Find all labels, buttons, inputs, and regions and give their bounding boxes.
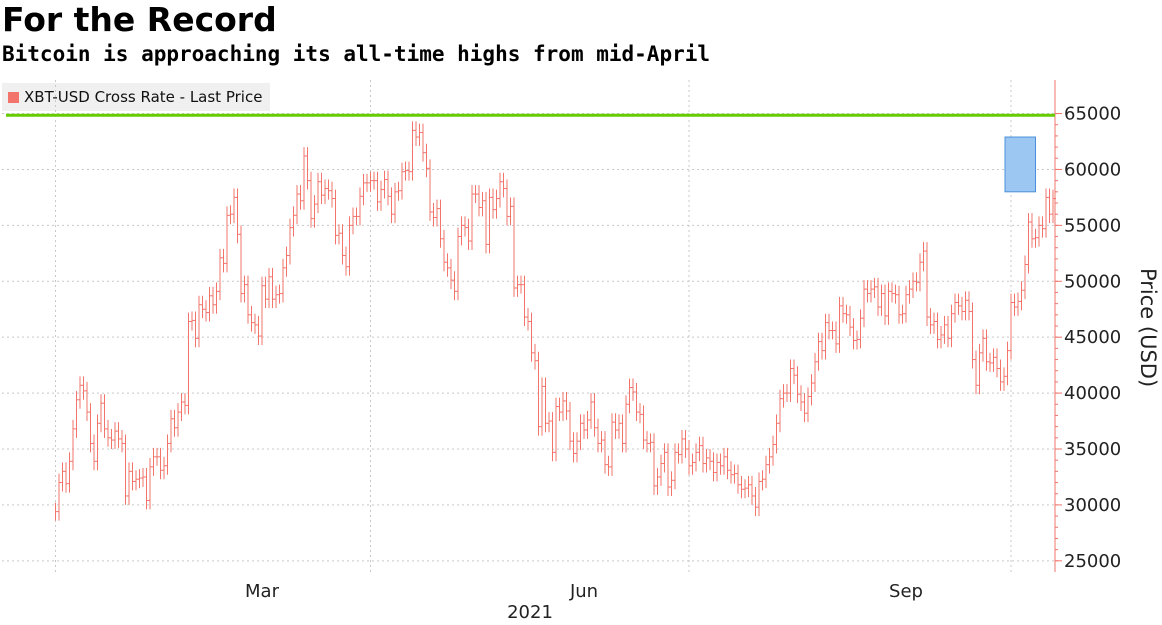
chart-legend: XBT-USD Cross Rate - Last Price <box>2 83 271 111</box>
y-tick-label: 35000 <box>1064 439 1121 460</box>
highlight-box <box>1004 136 1036 193</box>
y-tick-label: 45000 <box>1064 327 1121 348</box>
y-tick-label: 25000 <box>1064 551 1121 572</box>
y-tick-label: 50000 <box>1064 271 1121 292</box>
chart-title: For the Record <box>2 0 277 39</box>
chart-subtitle: Bitcoin is approaching its all-time high… <box>2 42 711 66</box>
legend-swatch <box>8 91 19 103</box>
x-tick-label: Mar <box>245 581 280 602</box>
y-axis-label: Price (USD) <box>1136 268 1160 387</box>
y-tick-label: 60000 <box>1064 159 1121 180</box>
x-year-label: 2021 <box>507 602 553 623</box>
legend-label: XBT-USD Cross Rate - Last Price <box>24 88 263 106</box>
y-tick-label: 30000 <box>1064 495 1121 516</box>
x-tick-label: Sep <box>889 581 923 602</box>
y-tick-label: 40000 <box>1064 383 1121 404</box>
x-tick-label: Jun <box>569 581 598 602</box>
y-tick-label: 65000 <box>1064 104 1121 125</box>
y-tick-label: 55000 <box>1064 215 1121 236</box>
